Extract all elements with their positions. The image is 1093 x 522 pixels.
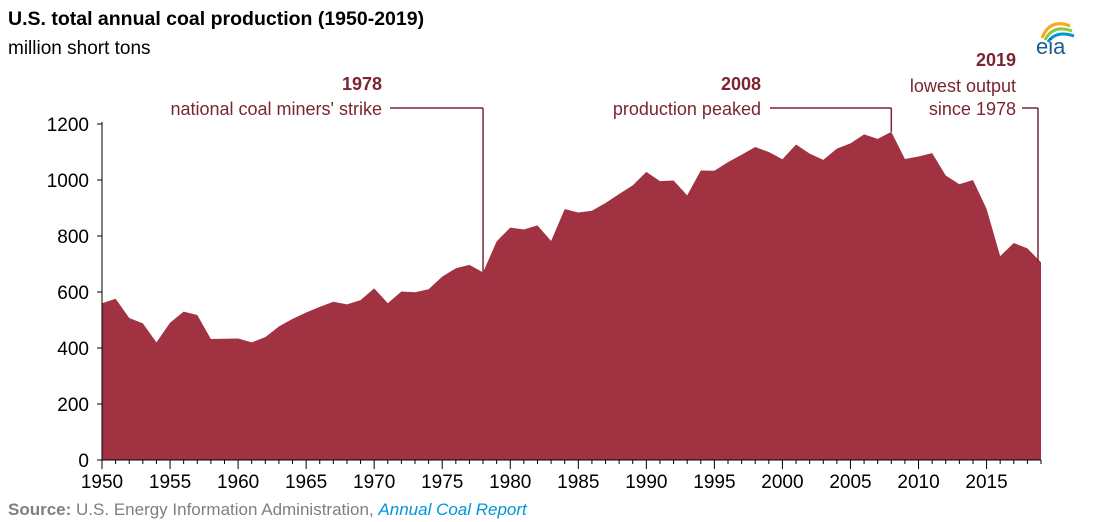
chart-title: U.S. total annual coal production (1950-… (8, 8, 425, 30)
annotation-text-2008: production peaked (613, 99, 761, 119)
source-label: Source: (8, 500, 72, 519)
x-tick-label-1990: 1990 (625, 472, 667, 493)
eia-logo: eia (1036, 22, 1075, 58)
source-text: U.S. Energy Information Administration, (76, 500, 374, 519)
annotation-year-1978: 1978 (342, 74, 382, 94)
x-tick-label-1970: 1970 (353, 472, 395, 493)
x-tick-label-1985: 1985 (557, 472, 599, 493)
source-link[interactable]: Annual Coal Report (378, 500, 527, 519)
x-tick-label-1960: 1960 (217, 472, 259, 493)
axis-layer: 0 200 400 600 800 1000 1200 1950 1955 1960 1965 197… (47, 115, 1042, 493)
logo-text: eia (1036, 34, 1066, 58)
x-tick-label-2015: 2015 (965, 472, 1007, 493)
y-tick-label-800: 800 (57, 227, 89, 248)
x-tick-label-1955: 1955 (149, 472, 191, 493)
logo-arc-green (1043, 27, 1073, 41)
annotation-year-2019: 2019 (976, 50, 1016, 70)
x-tick-label-1995: 1995 (693, 472, 735, 493)
y-tick-label-600: 600 (57, 283, 89, 304)
annotation-year-2008: 2008 (721, 74, 761, 94)
x-tick-label-1975: 1975 (421, 472, 463, 493)
x-tick-label-2005: 2005 (829, 472, 871, 493)
x-tick-label-1980: 1980 (489, 472, 531, 493)
area-layer (102, 131, 1041, 460)
x-tick-label-1965: 1965 (285, 472, 327, 493)
x-tick-label-1950: 1950 (81, 472, 123, 493)
chart-subtitle: million short tons (8, 38, 151, 59)
logo-arc-blue (1046, 32, 1075, 43)
annotation-layer: 1978 national coal miners' strike 2008 prod… (170, 50, 1039, 273)
y-tick-label-1200: 1200 (47, 115, 89, 136)
x-tick-label-2010: 2010 (897, 472, 939, 493)
y-tick-label-1000: 1000 (47, 171, 89, 192)
annotation-text2-2019: since 1978 (929, 99, 1016, 119)
y-tick-label-400: 400 (57, 339, 89, 360)
logo-arc-orange (1040, 22, 1071, 39)
annotation-text-1978: national coal miners' strike (170, 99, 382, 119)
y-tick-label-0: 0 (78, 451, 89, 472)
source-note: Source: U.S. Energy Information Administ… (8, 500, 527, 520)
x-tick-label-2000: 2000 (761, 472, 803, 493)
annotation-text-2019: lowest output (910, 76, 1016, 96)
y-tick-label-200: 200 (57, 395, 89, 416)
area-series-coal-production (102, 131, 1041, 460)
